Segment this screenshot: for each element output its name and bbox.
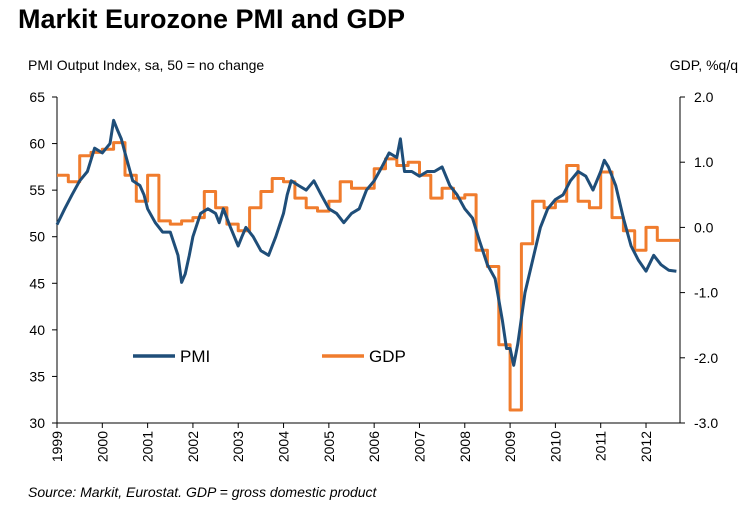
legend-label-pmi: PMI: [180, 347, 210, 366]
x-tick-label: 2010: [547, 431, 563, 462]
source-note: Source: Markit, Eurostat. GDP = gross do…: [28, 484, 377, 500]
x-tick-label: 1999: [49, 431, 65, 462]
series-line-gdp: [57, 141, 680, 412]
left-tick-label: 65: [29, 89, 45, 105]
x-tick-label: 2003: [230, 431, 246, 462]
left-tick-label: 45: [29, 275, 45, 291]
x-tick-label: 2001: [140, 431, 156, 462]
legend: PMI GDP: [133, 347, 406, 366]
legend-label-gdp: GDP: [369, 347, 406, 366]
right-tick-label: 1.0: [694, 154, 714, 170]
x-tick-label: 2005: [321, 431, 337, 462]
right-tick-label: -1.0: [694, 285, 718, 301]
left-tick-label: 30: [29, 415, 45, 431]
x-tick-label: 2006: [366, 431, 382, 462]
right-tick-label: 2.0: [694, 89, 714, 105]
series-line-pmi: [55, 118, 677, 367]
axes: 30 35 40 45 50 55 60 65 -3.0 -2.0 -1.0 0.0 1.0 2.0 199…: [29, 89, 718, 462]
x-tick-label: 2007: [411, 431, 427, 462]
series-lines: [55, 118, 680, 412]
x-tick-label: 2009: [502, 431, 518, 462]
left-axis-label: PMI Output Index, sa, 50 = no change: [28, 57, 265, 73]
left-tick-label: 35: [29, 368, 45, 384]
chart-title: Markit Eurozone PMI and GDP: [18, 4, 406, 34]
right-axis-label: GDP, %q/q: [669, 57, 738, 73]
left-tick-label: 50: [29, 229, 45, 245]
left-tick-label: 60: [29, 136, 45, 152]
x-tick-label: 2004: [276, 431, 292, 462]
x-tick-label: 2002: [185, 431, 201, 462]
right-tick-label: -2.0: [694, 350, 718, 366]
right-tick-label: -3.0: [694, 415, 718, 431]
x-tick-label: 2011: [593, 431, 609, 461]
x-tick-label: 2012: [638, 431, 654, 462]
x-tick-label: 2008: [457, 431, 473, 462]
right-tick-label: 0.0: [694, 219, 714, 235]
left-tick-label: 55: [29, 182, 45, 198]
x-tick-label: 2000: [94, 431, 110, 462]
left-tick-label: 40: [29, 322, 45, 338]
